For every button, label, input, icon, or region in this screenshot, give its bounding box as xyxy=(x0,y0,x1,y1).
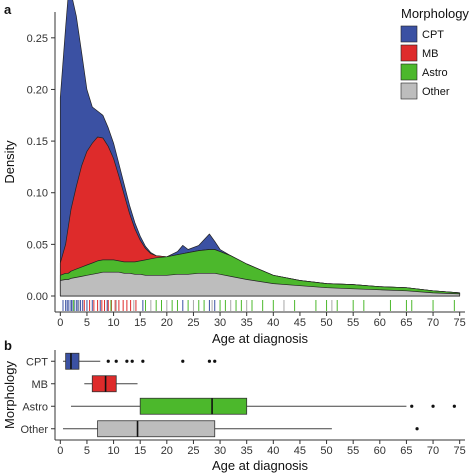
legend-label-cpt: CPT xyxy=(422,29,444,41)
x-tick-label: 40 xyxy=(267,445,279,457)
x-tick-label: 75 xyxy=(454,445,466,457)
panel-a-x-ticks: 0 5 10 15 20 25 30 35 40 45 50 55 60 65 70 75 xyxy=(57,312,466,329)
legend-label-astro: Astro xyxy=(422,67,448,79)
x-tick-label: 15 xyxy=(134,445,146,457)
y-tick-label: 0.25 xyxy=(27,33,48,45)
panel-a-y-ticks: 0.00 0.05 0.10 0.15 0.20 0.25 xyxy=(27,33,55,303)
category-label-mb: MB xyxy=(32,379,49,391)
x-tick-label: 30 xyxy=(214,317,226,329)
y-tick-label: 0.05 xyxy=(27,239,48,251)
panel-b-x-ticks: 0 5 10 15 20 25 30 35 40 45 50 55 60 65 70 75 xyxy=(57,440,466,457)
boxplot-cpt xyxy=(62,352,217,370)
category-label-cpt: CPT xyxy=(26,356,48,368)
panel-a-y-axis-label: Density xyxy=(2,140,17,184)
panel-b-x-axis-label: Age at diagnosis xyxy=(212,458,309,473)
x-tick-label: 5 xyxy=(84,445,90,457)
x-tick-label: 75 xyxy=(454,317,466,329)
x-tick-label: 60 xyxy=(374,317,386,329)
x-tick-label: 50 xyxy=(320,317,332,329)
x-tick-label: 20 xyxy=(161,317,173,329)
outlier-point xyxy=(431,404,435,408)
outlier-point xyxy=(207,359,212,363)
x-tick-label: 70 xyxy=(427,445,439,457)
y-tick-label: 0.20 xyxy=(27,84,48,96)
x-tick-label: 5 xyxy=(84,317,90,329)
x-tick-label: 35 xyxy=(241,445,253,457)
rug-marks xyxy=(62,300,455,311)
x-tick-label: 55 xyxy=(347,445,359,457)
x-tick-label: 70 xyxy=(427,317,439,329)
outlier-point xyxy=(114,359,118,363)
x-tick-label: 25 xyxy=(187,317,199,329)
boxplot-mb xyxy=(84,375,138,393)
x-tick-label: 65 xyxy=(400,317,412,329)
box xyxy=(65,352,80,370)
box xyxy=(91,375,117,393)
panel-b-y-axis-label: Morphology xyxy=(2,361,17,429)
legend-swatch-astro xyxy=(400,63,418,81)
panel-a-label: a xyxy=(4,2,12,17)
outlier-point xyxy=(106,359,110,363)
x-tick-label: 65 xyxy=(400,445,412,457)
boxplots xyxy=(62,352,456,438)
category-label-other: Other xyxy=(20,424,48,436)
legend-swatch-cpt xyxy=(400,25,418,43)
x-tick-label: 0 xyxy=(57,445,63,457)
density-area-other xyxy=(59,271,461,297)
panel-a-x-axis-label: Age at diagnosis xyxy=(212,331,309,346)
x-tick-label: 10 xyxy=(107,445,119,457)
outlier-point xyxy=(125,359,129,363)
x-tick-label: 15 xyxy=(134,317,146,329)
legend-title: Morphology xyxy=(401,6,469,21)
panel-b-label: b xyxy=(4,338,12,353)
x-tick-label: 60 xyxy=(374,445,386,457)
boxplot-astro xyxy=(70,397,456,415)
legend-label-mb: MB xyxy=(422,48,439,60)
x-tick-label: 40 xyxy=(267,317,279,329)
x-tick-label: 10 xyxy=(107,317,119,329)
x-tick-label: 35 xyxy=(241,317,253,329)
density-areas xyxy=(59,0,461,297)
outlier-point xyxy=(141,359,145,363)
legend-items: CPT MB Astro Other xyxy=(400,25,450,100)
box xyxy=(139,397,248,415)
boxplot-other xyxy=(62,420,419,438)
panel-b-y-ticks: CPT MB Astro Other xyxy=(20,356,55,436)
y-tick-label: 0.10 xyxy=(27,188,48,200)
outlier-point xyxy=(213,359,217,363)
x-tick-label: 20 xyxy=(161,445,173,457)
outlier-point xyxy=(415,427,419,431)
category-label-astro: Astro xyxy=(22,401,48,413)
x-tick-label: 45 xyxy=(294,445,306,457)
legend-swatch-other xyxy=(400,82,418,100)
x-tick-label: 0 xyxy=(57,317,63,329)
outlier-point xyxy=(181,359,185,363)
outlier-point xyxy=(452,404,456,408)
x-tick-label: 45 xyxy=(294,317,306,329)
outlier-point xyxy=(130,359,134,363)
x-tick-label: 25 xyxy=(187,445,199,457)
legend-swatch-mb xyxy=(400,44,418,62)
x-tick-label: 50 xyxy=(320,445,332,457)
box xyxy=(97,420,216,438)
x-tick-label: 30 xyxy=(214,445,226,457)
x-tick-label: 55 xyxy=(347,317,359,329)
y-tick-label: 0.00 xyxy=(27,291,48,303)
y-tick-label: 0.15 xyxy=(27,136,48,148)
legend-label-other: Other xyxy=(422,86,450,98)
outlier-point xyxy=(410,404,414,408)
legend: Morphology CPT MB Astro Other xyxy=(400,6,469,100)
